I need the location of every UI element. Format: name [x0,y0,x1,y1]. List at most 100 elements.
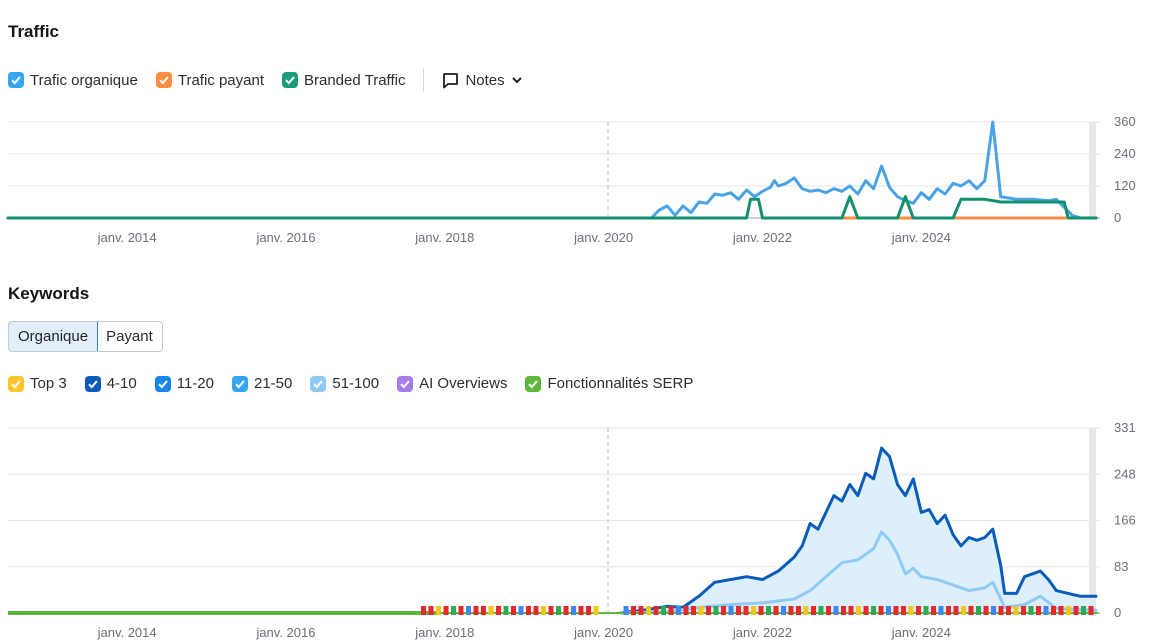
serp-feature-marker[interactable] [421,606,426,615]
notes-dropdown[interactable]: Notes [442,72,522,89]
serp-feature-marker[interactable] [841,606,846,615]
serp-feature-marker[interactable] [428,606,434,615]
legend-organic-traffic[interactable]: Trafic organique [8,72,138,89]
serp-feature-marker[interactable] [833,606,839,615]
serp-feature-marker[interactable] [578,606,584,615]
checkbox-icon[interactable] [8,72,24,88]
serp-feature-marker[interactable] [556,606,561,615]
checkbox-icon[interactable] [310,375,327,392]
serp-feature-marker[interactable] [743,606,749,615]
serp-feature-marker[interactable] [781,606,786,615]
serp-feature-marker[interactable] [968,606,974,615]
legend-ai-overviews[interactable]: AI Overviews [397,375,507,392]
serp-feature-marker[interactable] [511,606,516,615]
legend-paid-traffic[interactable]: Trafic payant [155,72,264,89]
serp-feature-marker[interactable] [953,606,959,615]
serp-feature-marker[interactable] [1036,606,1041,615]
serp-feature-marker[interactable] [931,606,936,615]
serp-feature-marker[interactable] [826,606,831,615]
legend-top-3[interactable]: Top 3 [8,375,67,392]
serp-feature-marker[interactable] [646,606,651,615]
checkbox-icon[interactable] [282,72,298,88]
serp-feature-marker[interactable] [526,606,531,615]
serp-feature-marker[interactable] [976,606,981,615]
serp-feature-marker[interactable] [623,606,629,615]
serp-feature-marker[interactable] [923,606,929,615]
serp-feature-marker[interactable] [1013,606,1019,615]
serp-feature-marker[interactable] [758,606,764,615]
serp-feature-marker[interactable] [586,606,591,615]
serp-feature-marker[interactable] [1021,606,1026,615]
serp-feature-marker[interactable] [683,606,689,615]
serp-feature-marker[interactable] [728,606,734,615]
serp-feature-marker[interactable] [938,606,944,615]
serp-feature-marker[interactable] [541,606,546,615]
serp-feature-marker[interactable] [548,606,554,615]
serp-feature-marker[interactable] [518,606,524,615]
serp-feature-marker[interactable] [1066,606,1071,615]
serp-feature-marker[interactable] [698,606,704,615]
checkbox-icon[interactable] [154,375,171,392]
serp-feature-marker[interactable] [676,606,681,615]
checkbox-icon[interactable] [232,375,248,392]
serp-feature-marker[interactable] [1043,606,1049,615]
serp-feature-marker[interactable] [878,606,884,615]
serp-feature-marker[interactable] [1058,606,1064,615]
serp-feature-marker[interactable] [503,606,509,615]
serp-feature-marker[interactable] [571,606,576,615]
serp-feature-marker[interactable] [961,606,966,615]
serp-feature-marker[interactable] [473,606,479,615]
serp-feature-marker[interactable] [766,606,771,615]
serp-feature-marker[interactable] [1028,606,1034,615]
serp-feature-marker[interactable] [721,606,726,615]
serp-feature-marker[interactable] [458,606,464,615]
serp-feature-marker[interactable] [901,606,906,615]
serp-feature-marker[interactable] [803,606,809,615]
serp-feature-marker[interactable] [736,606,741,615]
serp-feature-marker[interactable] [593,606,599,615]
serp-feature-marker[interactable] [871,606,876,615]
serp-feature-marker[interactable] [863,606,869,615]
serp-feature-marker[interactable] [653,606,659,615]
serp-feature-marker[interactable] [638,606,644,615]
serp-feature-marker[interactable] [451,606,456,615]
serp-feature-marker[interactable] [1088,606,1094,615]
serp-feature-marker[interactable] [706,606,711,615]
checkbox-icon[interactable] [155,72,172,88]
legend-fonctionnalit-s-serp[interactable]: Fonctionnalités SERP [525,375,693,392]
serp-feature-marker[interactable] [908,606,914,615]
serp-feature-marker[interactable] [488,606,494,615]
serp-feature-marker[interactable] [1073,606,1079,615]
serp-feature-marker[interactable] [998,606,1004,615]
serp-feature-marker[interactable] [496,606,501,615]
serp-feature-marker[interactable] [436,606,441,615]
serp-feature-marker[interactable] [668,606,674,615]
serp-feature-marker[interactable] [1006,606,1011,615]
serp-feature-marker[interactable] [991,606,996,615]
checkbox-icon[interactable] [8,375,24,392]
serp-feature-marker[interactable] [856,606,861,615]
legend-branded-traffic[interactable]: Branded Traffic [282,72,405,89]
serp-feature-marker[interactable] [466,606,471,615]
serp-feature-marker[interactable] [886,606,891,615]
checkbox-icon[interactable] [84,375,101,392]
chart-scroll-handle[interactable] [1089,122,1096,218]
serp-feature-marker[interactable] [691,606,696,615]
serp-feature-marker[interactable] [893,606,899,615]
checkbox-icon[interactable] [525,375,542,392]
serp-feature-marker[interactable] [818,606,824,615]
legend-11-20[interactable]: 11-20 [154,375,214,392]
tab-organique[interactable]: Organique [8,322,99,351]
serp-feature-marker[interactable] [631,606,636,615]
serp-feature-marker[interactable] [713,606,719,615]
tab-payant[interactable]: Payant [106,328,153,345]
serp-feature-marker[interactable] [1051,606,1056,615]
serp-feature-marker[interactable] [946,606,951,615]
serp-feature-marker[interactable] [1081,606,1086,615]
legend-51-100[interactable]: 51-100 [310,375,379,392]
checkbox-icon[interactable] [397,375,414,392]
serp-feature-marker[interactable] [443,606,449,615]
serp-feature-marker[interactable] [481,606,486,615]
serp-feature-marker[interactable] [796,606,801,615]
serp-feature-marker[interactable] [811,606,816,615]
